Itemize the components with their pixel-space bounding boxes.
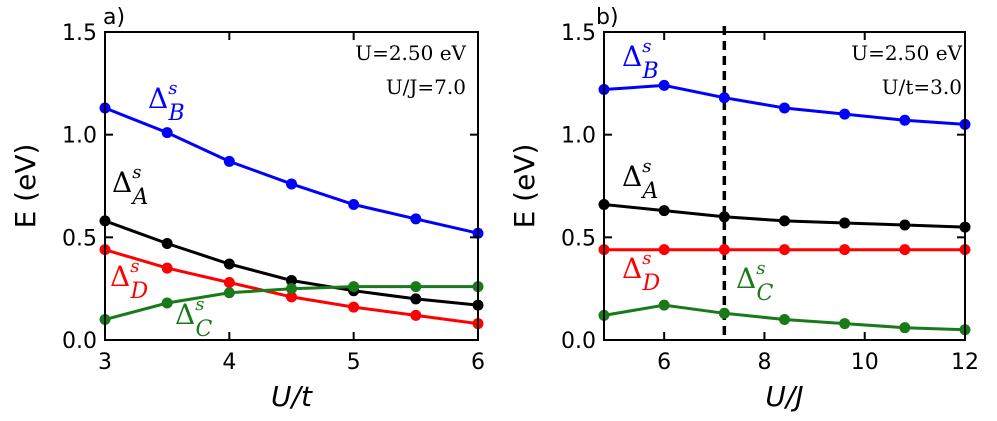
data-point-D: [410, 309, 422, 321]
data-point-A: [658, 205, 670, 217]
data-point-B: [286, 178, 297, 190]
y-axis-label: E (eV): [9, 144, 42, 229]
series-label-C: Δs C: [175, 294, 212, 342]
x-tick-label: 10: [851, 350, 879, 375]
data-point-A: [779, 215, 790, 227]
x-tick-label: 3: [98, 350, 112, 375]
parameter-annotation: U/J=7.0: [386, 75, 466, 99]
data-point-B: [718, 92, 730, 104]
series-label-A: Δs A: [622, 156, 658, 204]
panel-a: 3 4 5 6 0.0 0.5 1.0 1.5 U/t E (eV) a) U=2.50 eV U/J=…: [9, 5, 485, 413]
data-point-D: [658, 244, 670, 256]
data-point-A: [286, 274, 297, 286]
data-point-B: [899, 114, 911, 126]
data-point-D: [348, 301, 360, 313]
panel-b: 6 8 10 12 0.0 0.5 1.0 1.5 U/J E (eV) b) U=2.50 eV U/…: [508, 5, 979, 413]
series-A: [598, 198, 971, 233]
series-label-B: Δs B: [148, 78, 185, 126]
series-D: [598, 244, 971, 256]
data-point-A: [839, 217, 851, 229]
y-tick-label: 1.0: [62, 124, 97, 149]
panel-label: b): [596, 5, 619, 30]
y-tick-label: 1.0: [561, 124, 596, 149]
data-point-B: [223, 155, 235, 167]
data-point-B: [348, 198, 360, 210]
y-tick-label: 0.0: [62, 329, 97, 354]
data-point-D: [779, 244, 790, 256]
data-point-A: [223, 258, 235, 270]
y-tick-label: 0.5: [561, 226, 596, 251]
data-point-A: [161, 237, 173, 249]
parameter-annotation: U=2.50 eV: [851, 41, 962, 65]
data-point-A: [410, 293, 422, 305]
data-point-D: [223, 277, 235, 289]
series-label-D: Δs D: [110, 256, 148, 304]
series-label-A: Δs A: [112, 162, 148, 210]
series-C: [99, 281, 484, 325]
data-point-C: [658, 299, 670, 311]
data-point-C: [779, 313, 790, 325]
series-label-B: Δs B: [622, 36, 659, 84]
data-point-D: [839, 244, 851, 256]
series-line-B: [104, 106, 479, 235]
series-label-D: Δs D: [622, 248, 660, 296]
series-label-C: Δs C: [736, 258, 773, 306]
data-point-B: [839, 108, 851, 120]
x-axis-label: U/J: [765, 380, 803, 413]
panel-label: a): [103, 5, 125, 30]
data-point-D: [899, 244, 911, 256]
y-axis-label: E (eV): [508, 144, 541, 229]
parameter-annotation: U=2.50 eV: [355, 41, 466, 65]
data-point-C: [839, 318, 851, 330]
data-point-B: [658, 79, 670, 91]
data-point-C: [223, 287, 235, 299]
series-B: [598, 79, 971, 130]
series-D: [99, 244, 484, 330]
x-axis-label: U/t: [271, 380, 313, 413]
plot-frame: [603, 31, 966, 341]
data-point-C: [718, 307, 730, 319]
data-point-B: [779, 102, 790, 114]
y-tick-label: 1.5: [62, 21, 97, 46]
data-point-A: [718, 211, 730, 223]
data-point-D: [161, 262, 173, 274]
x-tick-label: 12: [951, 350, 979, 375]
series-B: [99, 102, 484, 239]
x-tick-label: 5: [347, 350, 361, 375]
y-tick-label: 1.5: [561, 21, 596, 46]
series-C: [598, 299, 971, 336]
data-point-C: [899, 322, 911, 334]
data-point-D: [286, 291, 297, 303]
data-point-C: [348, 281, 360, 293]
x-tick-label: 4: [222, 350, 236, 375]
data-point-C: [161, 297, 173, 309]
y-tick-label: 0.0: [561, 329, 596, 354]
data-point-B: [410, 213, 422, 225]
parameter-annotation: U/t=3.0: [882, 75, 962, 99]
plot-frame: [104, 31, 479, 341]
x-tick-label: 6: [657, 350, 671, 375]
data-point-B: [161, 127, 173, 139]
data-point-D: [718, 244, 730, 256]
data-point-C: [286, 283, 297, 295]
x-tick-label: 6: [471, 350, 485, 375]
x-tick-label: 8: [757, 350, 771, 375]
data-point-C: [410, 281, 422, 293]
y-tick-label: 0.5: [62, 226, 97, 251]
data-point-A: [899, 219, 911, 231]
